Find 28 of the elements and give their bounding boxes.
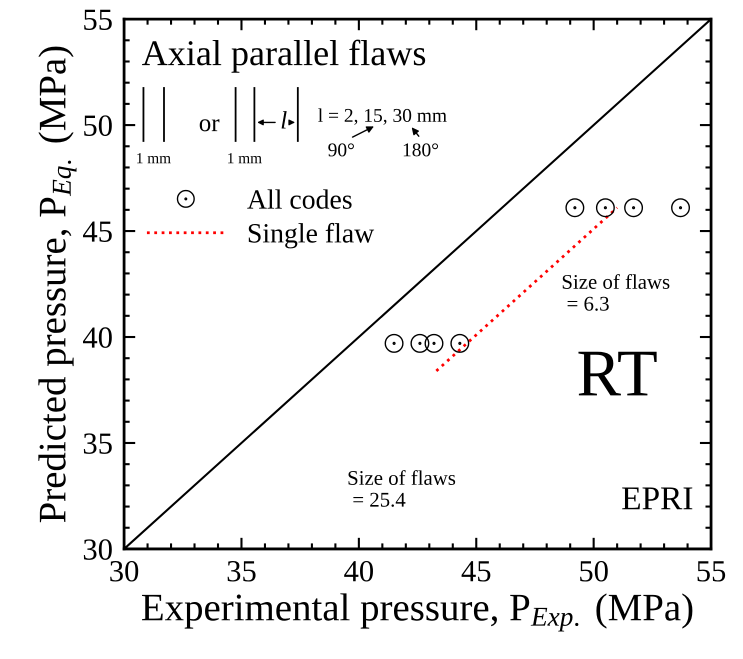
x-tick-label: 55 — [698, 561, 726, 582]
annotation: l — [282, 111, 287, 128]
annotation: Size of flaws = 6.3 — [562, 274, 670, 311]
x-tick-label: 30 — [110, 560, 138, 582]
x-tick-label: 40 — [344, 560, 373, 582]
annotation: 1 mm — [228, 153, 262, 164]
x-axis-title: Experimental pressure, P$_{Exp.}$ (MPa) — [142, 593, 692, 632]
annotation: Size of flaws = 25.4 — [348, 470, 456, 507]
x-tick-label: 50 — [580, 560, 608, 582]
annotation: or — [200, 119, 220, 132]
legend-label: All codes — [247, 189, 352, 209]
annotation: EPRI — [622, 487, 692, 510]
x-tick-label: 45 — [462, 561, 490, 582]
annotation: 90° — [328, 143, 354, 156]
annotation: RT — [578, 352, 657, 396]
annotation: l = 2, 15, 30 mm — [318, 108, 447, 125]
y-tick-label: 45 — [83, 222, 112, 242]
annotation: Axial parallel flaws — [142, 40, 426, 73]
legend-label: Single flaw — [248, 222, 374, 248]
x-tick-label: 35 — [228, 561, 256, 582]
y-tick-label: 40 — [83, 327, 112, 348]
y-tick-label: 35 — [84, 433, 112, 454]
annotation: 1 mm — [137, 153, 171, 164]
annotation: 180° — [404, 143, 438, 156]
y-tick-label: 55 — [84, 10, 112, 30]
y-tick-label: 50 — [84, 115, 112, 136]
y-axis-title: Predicted pressure, P$_{Eq.}$ (MPa) — [38, 46, 76, 522]
y-tick-label: 30 — [84, 539, 112, 560]
